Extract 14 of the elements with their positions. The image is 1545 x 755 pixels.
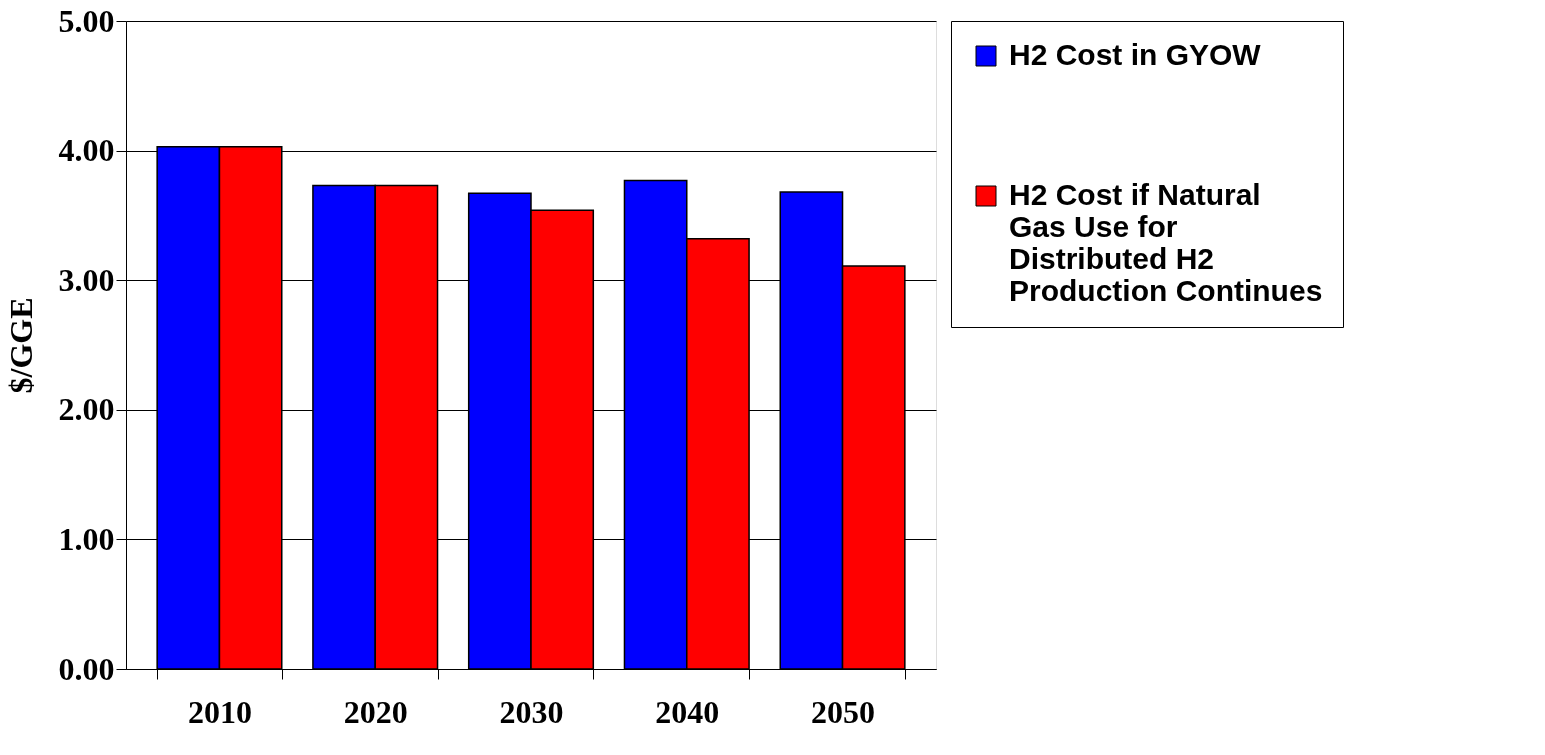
x-tick-label: 2030 [499,693,564,730]
y-tick-label: 2.00 [58,391,115,428]
legend-label: H2 Cost if Natural Gas Use for Distributed H2 Production Continues [1009,178,1323,307]
y-tick-label: 3.00 [58,261,115,298]
y-tick-label: 0.00 [58,650,115,687]
y-axis-title: $/GGE [2,297,39,394]
x-tick-label: 2050 [811,693,876,730]
x-tick-label: 2010 [187,693,252,730]
x-tick-label: 2020 [343,693,408,730]
y-tick-label: 5.00 [58,2,115,39]
x-tick-label: 2040 [655,693,720,730]
legend-label: H2 Cost in GYOW [1009,38,1262,71]
y-tick-label: 4.00 [58,132,115,169]
y-tick-label: 1.00 [58,520,115,557]
